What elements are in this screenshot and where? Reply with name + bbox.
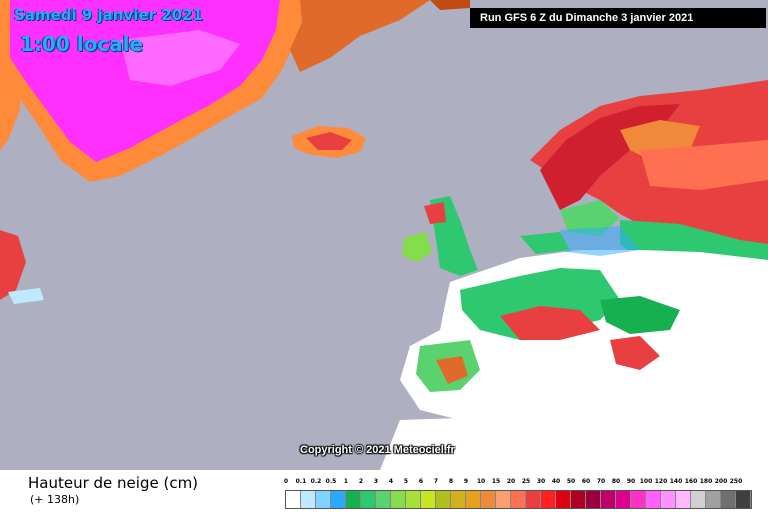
legend-value-label: 3 (373, 478, 379, 485)
legend-value-label: 120 (654, 478, 668, 485)
legend-swatch (736, 491, 751, 508)
legend-panel: Hauteur de neige (cm) (+ 138h) 0 0.1 0.2 0.… (0, 470, 768, 512)
model-run-label: Run GFS 6 Z du Dimanche 3 janvier 2021 (470, 8, 766, 28)
legend-value-label: 20 (506, 478, 516, 485)
legend-swatch (706, 491, 721, 508)
legend-swatch (646, 491, 661, 508)
legend-title: Hauteur de neige (cm) (28, 474, 199, 492)
legend-swatch (331, 491, 346, 508)
legend-swatch (496, 491, 511, 508)
legend-value-label: 50 (566, 478, 576, 485)
forecast-lead-time: (+ 138h) (30, 493, 80, 506)
legend-swatch (691, 491, 706, 508)
legend-value-label: 140 (669, 478, 683, 485)
legend-value-label: 0.1 (295, 478, 307, 485)
legend-value-label: 10 (476, 478, 486, 485)
legend-swatch (541, 491, 556, 508)
color-scale: 0 0.1 0.2 0.5 1 2 3 4 5 6 7 8 9 10 15 20 25 30 40 50 60 70 80 9… (283, 478, 752, 509)
legend-value-label: 25 (521, 478, 531, 485)
legend-swatch (466, 491, 481, 508)
legend-swatch (361, 491, 376, 508)
legend-value-label: 180 (699, 478, 713, 485)
legend-swatch (586, 491, 601, 508)
legend-swatch (481, 491, 496, 508)
legend-swatch (721, 491, 736, 508)
legend-swatch (316, 491, 331, 508)
legend-swatch (451, 491, 466, 508)
legend-swatch (301, 491, 316, 508)
legend-value-label: 1 (343, 478, 349, 485)
legend-swatch (511, 491, 526, 508)
legend-swatch (436, 491, 451, 508)
legend-swatch (571, 491, 586, 508)
legend-swatch (526, 491, 541, 508)
legend-swatch (601, 491, 616, 508)
legend-value-label: 5 (403, 478, 409, 485)
legend-value-label: 100 (639, 478, 653, 485)
legend-swatch (376, 491, 391, 508)
legend-swatch (421, 491, 436, 508)
color-scale-labels: 0 0.1 0.2 0.5 1 2 3 4 5 6 7 8 9 10 15 20 25 30 40 50 60 70 80 9… (283, 478, 751, 490)
iceland (292, 126, 366, 158)
legend-swatch (556, 491, 571, 508)
legend-swatch (391, 491, 406, 508)
legend-swatch (661, 491, 676, 508)
forecast-time: 1:00 locale (20, 32, 144, 56)
legend-value-label: 30 (536, 478, 546, 485)
legend-swatch (346, 491, 361, 508)
legend-value-label: 250 (729, 478, 743, 485)
legend-value-label: 200 (714, 478, 728, 485)
legend-value-label: 15 (491, 478, 501, 485)
snow-depth-map (0, 0, 768, 470)
legend-swatch (286, 491, 301, 508)
legend-swatch (616, 491, 631, 508)
uk-ireland (402, 196, 478, 276)
legend-value-label: 9 (463, 478, 469, 485)
continental-europe (400, 226, 768, 470)
legend-value-label: 70 (596, 478, 606, 485)
legend-value-label: 160 (684, 478, 698, 485)
copyright-notice: Copyright © 2021 Meteociel.fr (300, 444, 455, 456)
legend-value-label: 0.5 (325, 478, 337, 485)
legend-swatch (406, 491, 421, 508)
greenland (0, 0, 470, 182)
legend-value-label: 0.2 (310, 478, 322, 485)
north-africa (380, 418, 768, 470)
legend-value-label: 4 (388, 478, 394, 485)
legend-swatch (631, 491, 646, 508)
color-scale-swatches (285, 490, 752, 509)
legend-value-label: 60 (581, 478, 591, 485)
legend-value-label: 0 (283, 478, 289, 485)
legend-value-label: 7 (433, 478, 439, 485)
legend-value-label: 90 (626, 478, 636, 485)
canada-west (0, 60, 44, 304)
legend-value-label: 40 (551, 478, 561, 485)
legend-value-label: 8 (448, 478, 454, 485)
legend-value-label: 2 (358, 478, 364, 485)
forecast-date: Samedi 9 janvier 2021 (14, 6, 203, 24)
legend-value-label: 80 (611, 478, 621, 485)
legend-swatch (676, 491, 691, 508)
legend-value-label: 6 (418, 478, 424, 485)
